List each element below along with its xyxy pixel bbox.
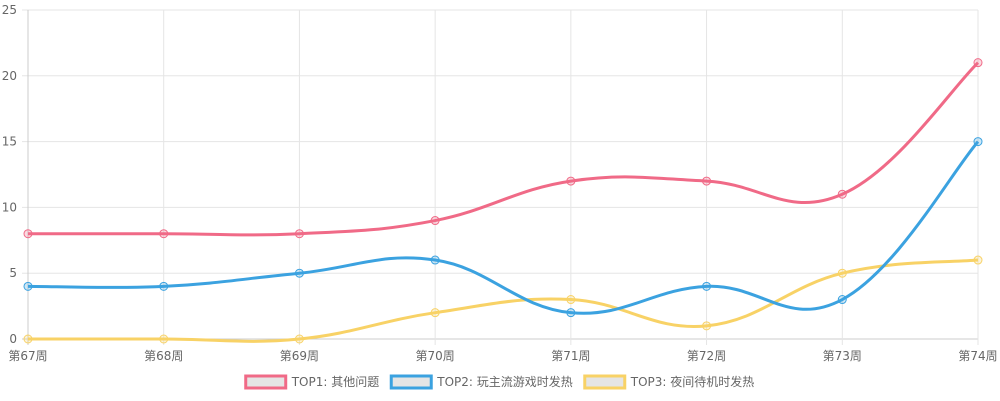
series [23, 58, 983, 344]
y-tick-label: 10 [2, 200, 17, 214]
x-tick-label: 第71周 [551, 349, 590, 363]
data-point[interactable] [973, 255, 983, 265]
data-point[interactable] [702, 281, 712, 291]
x-tick-label: 第69周 [280, 349, 319, 363]
x-tick-label: 第73周 [823, 349, 862, 363]
data-point[interactable] [23, 229, 33, 239]
x-tick-label: 第68周 [144, 349, 183, 363]
data-point[interactable] [294, 268, 304, 278]
y-tick-label: 20 [2, 69, 17, 83]
series-2 [23, 137, 983, 318]
data-point[interactable] [430, 255, 440, 265]
data-point[interactable] [973, 58, 983, 68]
data-point[interactable] [430, 308, 440, 318]
data-point[interactable] [294, 229, 304, 239]
data-point[interactable] [159, 229, 169, 239]
grid [22, 9, 979, 345]
data-point[interactable] [430, 216, 440, 226]
data-point[interactable] [837, 295, 847, 305]
legend-swatch [583, 374, 627, 390]
legend-item-2[interactable]: TOP2: 玩主流游戏时发热 [389, 374, 573, 390]
y-tick-label: 15 [2, 135, 17, 149]
legend[interactable]: TOP1: 其他问题 TOP2: 玩主流游戏时发热 TOP3: 夜间待机时发热 [244, 374, 755, 390]
data-point[interactable] [294, 334, 304, 344]
series-line [28, 258, 979, 343]
data-point[interactable] [702, 176, 712, 186]
series-line [27, 140, 980, 315]
legend-swatch [389, 374, 433, 390]
legend-label: TOP3: 夜间待机时发热 [630, 374, 755, 389]
data-point[interactable] [702, 321, 712, 331]
data-point[interactable] [973, 137, 983, 147]
series-3 [23, 255, 983, 344]
x-tick-label: 第70周 [416, 349, 455, 363]
y-tick-label: 5 [9, 266, 17, 280]
data-point[interactable] [159, 281, 169, 291]
x-tick-label: 第72周 [687, 349, 726, 363]
x-tick-label: 第67周 [8, 349, 47, 363]
legend-swatch [244, 374, 288, 390]
legend-item-1[interactable]: TOP1: 其他问题 [244, 374, 380, 390]
data-point[interactable] [837, 268, 847, 278]
y-tick-label: 0 [9, 332, 17, 346]
data-point[interactable] [566, 176, 576, 186]
data-point[interactable] [566, 308, 576, 318]
x-tick-label: 第74周 [958, 349, 997, 363]
legend-item-3[interactable]: TOP3: 夜间待机时发热 [583, 374, 755, 390]
data-point[interactable] [23, 281, 33, 291]
data-point[interactable] [23, 334, 33, 344]
y-tick-label: 25 [2, 3, 17, 17]
data-point[interactable] [566, 295, 576, 305]
series-1 [23, 58, 983, 239]
data-point[interactable] [159, 334, 169, 344]
data-point[interactable] [837, 189, 847, 199]
legend-label: TOP1: 其他问题 [291, 375, 380, 389]
legend-label: TOP2: 玩主流游戏时发热 [436, 374, 573, 389]
series-line [27, 61, 980, 237]
axes: 0 5 10 15 20 25 第67周 第68周 第69周 第70周 第71周 第72周 第73周 第7… [2, 3, 998, 363]
